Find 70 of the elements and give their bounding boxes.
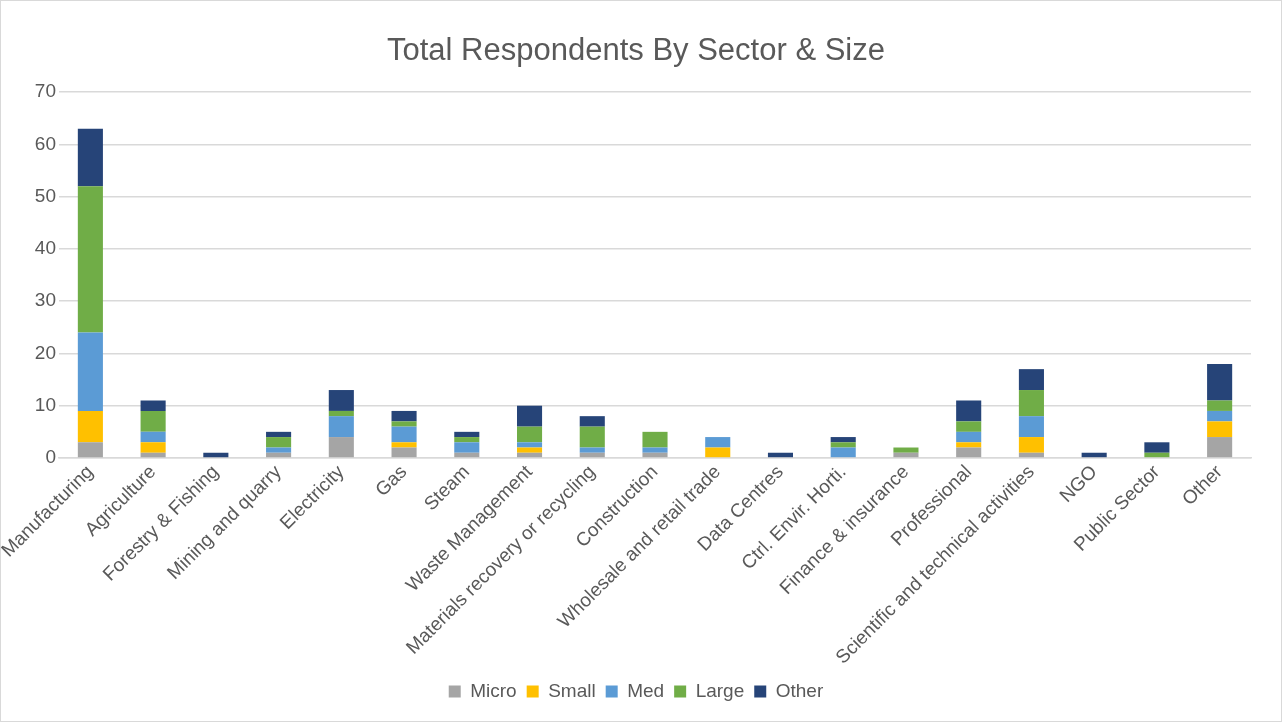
- bar: [516, 405, 543, 427]
- bar: [1144, 442, 1170, 453]
- legend-label: Med: [627, 679, 665, 701]
- bar: [830, 442, 856, 448]
- bar: [140, 400, 166, 411]
- bar: [830, 447, 856, 458]
- bar: [140, 410, 166, 432]
- bar: [956, 400, 982, 422]
- bar: [77, 186, 103, 333]
- bar: [77, 410, 103, 443]
- bar: [266, 447, 292, 453]
- bar: [705, 437, 731, 448]
- bar: [956, 421, 982, 432]
- bar: [516, 426, 543, 443]
- bar: [579, 426, 605, 448]
- y-tick-label: 50: [34, 184, 57, 206]
- y-tick-label: 30: [34, 289, 57, 311]
- bar: [956, 431, 982, 443]
- bar: [893, 447, 919, 453]
- bar: [454, 442, 480, 453]
- bar: [77, 442, 103, 458]
- bar: [454, 431, 480, 438]
- bar: [1207, 363, 1233, 401]
- bar: [830, 437, 856, 443]
- bar: [140, 442, 166, 453]
- bar: [1018, 416, 1044, 438]
- bar: [956, 442, 982, 448]
- bar: [391, 410, 417, 422]
- legend-label: Micro: [470, 679, 517, 701]
- y-tick-label: 0: [45, 446, 57, 468]
- bar: [1207, 437, 1233, 458]
- bar: [391, 442, 417, 448]
- legend-label: Large: [695, 679, 745, 701]
- y-tick-label: 70: [34, 80, 57, 102]
- bar: [956, 447, 982, 458]
- bar: [579, 447, 605, 453]
- bar: [1207, 410, 1233, 422]
- bar: [1018, 437, 1044, 453]
- bar: [454, 437, 480, 443]
- bar: [328, 437, 354, 458]
- bar: [391, 421, 417, 427]
- bar: [77, 128, 103, 187]
- y-tick-label: 10: [34, 393, 57, 415]
- bar: [516, 447, 543, 453]
- y-tick-label: 40: [34, 237, 57, 259]
- legend-label: Other: [775, 679, 824, 701]
- bar: [1018, 390, 1044, 417]
- bar: [140, 431, 166, 443]
- bar: [328, 390, 354, 411]
- y-tick-label: 20: [34, 341, 57, 363]
- chart-title: Total Respondents By Sector & Size: [387, 32, 885, 68]
- bar: [516, 442, 543, 448]
- bar: [266, 437, 292, 448]
- bar: [328, 410, 354, 417]
- bar: [642, 431, 668, 448]
- bar: [1207, 400, 1233, 411]
- x-tick-label: Gas: [371, 460, 411, 501]
- bar: [1207, 421, 1233, 438]
- legend-label: Small: [548, 679, 596, 701]
- bar: [579, 416, 605, 427]
- bar: [391, 426, 417, 443]
- y-tick-label: 60: [34, 132, 57, 154]
- bar: [642, 452, 668, 458]
- bar: [77, 332, 103, 411]
- bar: [391, 447, 417, 458]
- bar: [328, 416, 354, 438]
- bar: [642, 447, 668, 453]
- bar: [266, 431, 292, 438]
- bar: [1018, 369, 1044, 391]
- bar: [705, 447, 731, 458]
